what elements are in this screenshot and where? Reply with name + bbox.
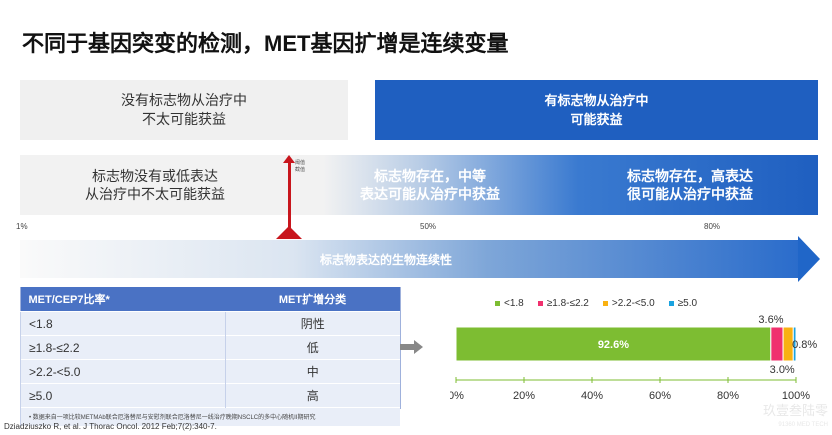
class-cell: 低 xyxy=(224,335,400,360)
high-expression-text: 标志物存在，高表达 很可能从治疗中获益 xyxy=(627,168,753,202)
data-label: 0.8% xyxy=(792,339,817,351)
legend-label: ≥1.8-≤2.2 xyxy=(546,298,589,309)
data-label: 3.6% xyxy=(758,314,783,326)
watermark-logo: 玖壹叁陆零 91360 MED TECH xyxy=(762,403,828,429)
x-tick-label: 60% xyxy=(649,390,671,402)
continuum-arrow xyxy=(20,240,800,278)
marker-box: 有标志物从治疗中 可能获益 xyxy=(375,80,818,140)
continuum-arrowhead-icon xyxy=(798,236,820,282)
low-expression-text: 标志物没有或低表达 从治疗中不太可能获益 xyxy=(85,168,225,202)
marker-line1: 有标志物从治疗中 xyxy=(544,93,649,108)
legend-item: ≥5.0 xyxy=(668,298,698,309)
legend-swatch xyxy=(495,300,500,306)
ratio-cell: ≥1.8-≤2.2 xyxy=(20,335,226,360)
table-row: <1.8 阴性 xyxy=(20,311,400,336)
ratio-cell: >2.2-<5.0 xyxy=(20,359,226,384)
threshold-label: 阈值 截值 xyxy=(295,160,306,173)
page-title: 不同于基因突变的检测，MET基因扩增是连续变量 xyxy=(22,31,509,56)
gray-arrow-shaft xyxy=(400,344,416,350)
percent-80: 80% xyxy=(704,222,721,231)
table-header-row: MET/CEP7比率* MET扩增分类 xyxy=(20,287,400,312)
met-classification-table: MET/CEP7比率* MET扩增分类 <1.8 阴性 ≥1.8-≤2.2 低 >2.… xyxy=(20,287,400,426)
table-row: >2.2-<5.0 中 xyxy=(20,359,400,384)
threshold-triangle-icon xyxy=(276,226,302,239)
x-tick-label: 40% xyxy=(581,390,603,402)
legend-item: >2.2-<5.0 xyxy=(602,298,655,309)
no-marker-line1: 没有标志物从治疗中 xyxy=(121,92,247,108)
x-tick-label: 80% xyxy=(717,390,739,402)
class-cell: 阴性 xyxy=(224,311,400,336)
legend-item: ≥1.8-≤2.2 xyxy=(537,298,589,309)
legend-item: <1.8 xyxy=(495,298,524,309)
table-footnote-row: • 数据来自一项比较METMAb联合厄洛替尼与安慰剂联合厄洛替尼一线治疗晚期NS… xyxy=(20,407,400,426)
no-marker-line2: 不太可能获益 xyxy=(142,111,226,127)
bar-segment xyxy=(455,326,772,362)
threshold-line xyxy=(288,160,291,232)
legend-swatch xyxy=(537,300,543,306)
bar-segment xyxy=(770,326,784,362)
table-row: ≥5.0 高 xyxy=(20,383,400,408)
x-tick-label: 0% xyxy=(450,390,464,402)
gray-arrow-icon xyxy=(414,340,423,354)
class-cell: 中 xyxy=(224,359,400,384)
bar-segment xyxy=(792,326,797,362)
header-class: MET扩增分类 xyxy=(225,287,400,312)
percent-1: 1% xyxy=(16,222,28,231)
table-row: ≥1.8-≤2.2 低 xyxy=(20,335,400,360)
percent-50: 50% xyxy=(420,222,437,231)
legend-label: >2.2-<5.0 xyxy=(611,298,655,309)
data-label: 92.6% xyxy=(598,339,629,351)
header-ratio: MET/CEP7比率* xyxy=(20,287,226,312)
legend-swatch xyxy=(668,300,674,306)
ratio-cell: ≥5.0 xyxy=(20,383,226,408)
chart-legend: <1.8 ≥1.8-≤2.2 >2.2-<5.0 ≥5.0 xyxy=(495,298,697,309)
citation: Dziadziuszko R, et al. J Thorac Oncol. 2… xyxy=(4,422,217,431)
x-tick-label: 20% xyxy=(513,390,535,402)
data-label: 3.0% xyxy=(770,364,795,376)
stacked-bar-chart: 92.6% 3.6% 3.0% 0.8% 0% 20% 40% 60% 80% 100% xyxy=(450,314,817,402)
legend-label: <1.8 xyxy=(504,298,524,309)
class-cell: 高 xyxy=(224,383,400,408)
no-marker-box: 没有标志物从治疗中 不太可能获益 xyxy=(20,80,348,140)
continuum-label: 标志物表达的生物连续性 xyxy=(320,253,453,267)
legend-swatch xyxy=(602,300,608,306)
marker-line2: 可能获益 xyxy=(570,112,623,127)
expression-levels-band: 标志物没有或低表达 从治疗中不太可能获益 标志物存在，中等 表达可能从治疗中获益 标… xyxy=(20,155,818,215)
threshold-arrow-tip-icon xyxy=(283,155,295,163)
legend-label: ≥5.0 xyxy=(677,298,698,309)
table-footnote: • 数据来自一项比较METMAb联合厄洛替尼与安慰剂联合厄洛替尼一线治疗晚期NS… xyxy=(20,407,400,426)
ratio-cell: <1.8 xyxy=(20,311,226,336)
medium-expression-text: 标志物存在，中等 表达可能从治疗中获益 xyxy=(360,168,500,202)
x-tick-label: 100% xyxy=(782,390,810,402)
